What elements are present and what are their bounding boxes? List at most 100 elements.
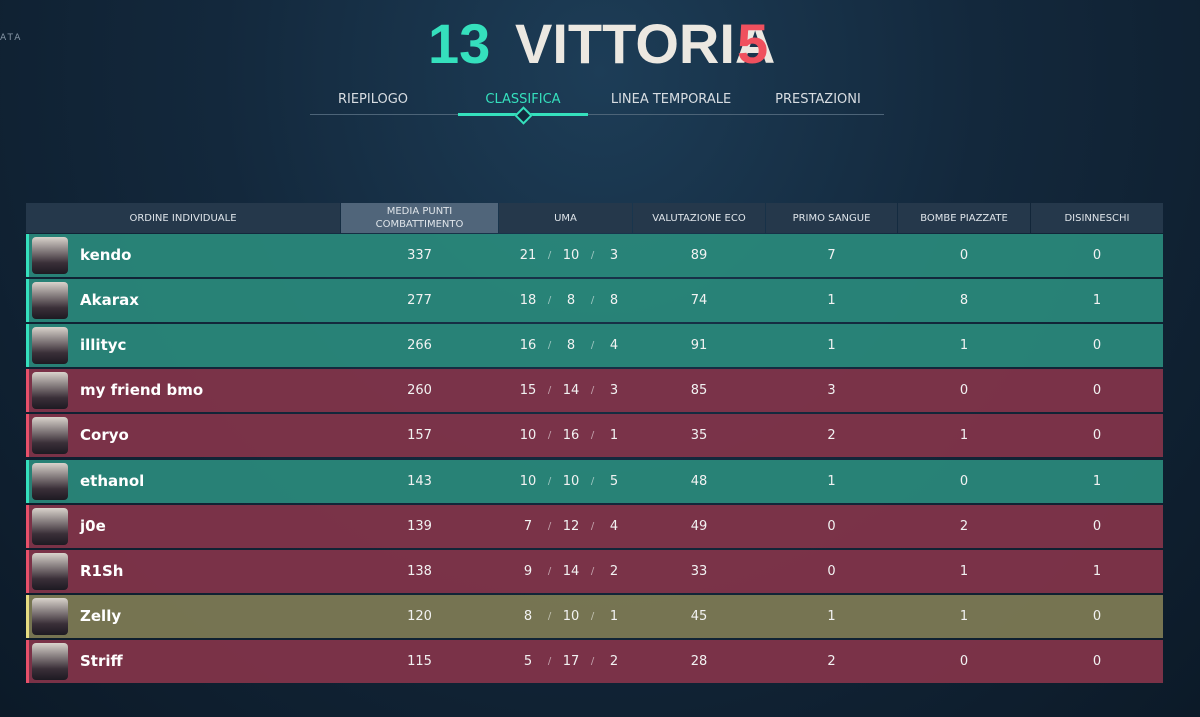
defuses: 0	[1092, 518, 1102, 534]
acs: 138	[407, 563, 432, 579]
kda-separator: /	[547, 430, 552, 442]
kda-value: 4	[609, 338, 619, 354]
defuses: 0	[1092, 338, 1102, 354]
plants: 1	[959, 563, 969, 579]
defuses: 0	[1092, 653, 1102, 669]
column-header-text: UMA	[554, 212, 577, 224]
kda-separator: /	[547, 565, 552, 577]
kda-value: 8	[566, 293, 576, 309]
defuses: 0	[1092, 608, 1102, 624]
player-row	[26, 549, 1163, 593]
tab-rule	[310, 114, 884, 115]
player-name: Coryo	[80, 426, 129, 445]
player-row	[26, 234, 1163, 277]
eco-rating: 28	[690, 653, 708, 669]
kda-separator: /	[547, 385, 552, 397]
player-name: illityc	[80, 336, 127, 355]
kda-value: 10	[519, 428, 537, 444]
kda-value: 7	[523, 518, 533, 534]
kda-value: 4	[609, 518, 619, 534]
kda-separator: /	[590, 565, 595, 577]
score-left: 13	[428, 12, 491, 75]
agent-icon	[32, 462, 68, 500]
kda-value: 10	[562, 473, 580, 489]
kda-separator: /	[590, 655, 595, 667]
acs: 120	[407, 608, 432, 624]
tab[interactable]: RIEPILOGO	[337, 92, 409, 107]
kda-separator: /	[590, 610, 595, 622]
row-accent	[26, 504, 29, 548]
first-blood: 0	[827, 518, 836, 534]
first-blood: 1	[827, 473, 836, 489]
kda-value: 17	[562, 653, 580, 669]
kda-value: 1	[609, 608, 619, 624]
kda-value: 15	[519, 383, 537, 399]
kda-separator: /	[590, 385, 595, 397]
acs: 337	[407, 248, 432, 263]
plants: 1	[959, 338, 969, 354]
kda-value: 10	[519, 473, 537, 489]
column-header-text: MEDIA PUNTI	[386, 206, 453, 217]
eco-rating: 33	[690, 563, 708, 579]
player-name: my friend bmo	[80, 381, 204, 400]
acs: 277	[407, 293, 432, 309]
tab[interactable]: LINEA TEMPORALE	[610, 92, 732, 107]
tab[interactable]: PRESTAZIONI	[775, 92, 861, 107]
eco-rating: 45	[690, 608, 708, 624]
kda-separator: /	[590, 475, 595, 487]
plants: 0	[959, 383, 969, 399]
kda-separator: /	[547, 610, 552, 622]
player-row	[26, 594, 1163, 638]
kda-value: 14	[562, 563, 580, 579]
column-header-text: DISINNESCHI	[1064, 212, 1130, 224]
acs: 157	[407, 428, 432, 444]
row-accent	[26, 279, 29, 323]
eco-rating: 74	[690, 293, 708, 309]
column-header-text: ORDINE INDIVIDUALE	[129, 212, 237, 224]
player-row	[26, 324, 1163, 368]
score-right: 5	[737, 12, 769, 75]
kda-value: 12	[562, 518, 580, 534]
tab[interactable]: CLASSIFICA	[485, 92, 561, 107]
eco-rating: 35	[690, 428, 708, 444]
corner-text: ATA	[0, 33, 23, 43]
column-header-text: PRIMO SANGUE	[792, 212, 871, 224]
kda-value: 2	[609, 563, 619, 579]
plants: 8	[959, 293, 969, 309]
column-header: MEDIA PUNTI COMBATTIMENTO	[341, 203, 498, 233]
player-row	[26, 504, 1163, 548]
player-name: j0e	[80, 516, 106, 535]
column-header: VALUTAZIONE ECO	[633, 203, 765, 233]
eco-rating: 85	[690, 383, 708, 399]
player-row	[26, 369, 1163, 413]
player-name: kendo	[80, 246, 132, 264]
column-header: UMA	[499, 203, 632, 233]
tab-marker	[514, 106, 533, 125]
plants: 0	[959, 473, 969, 489]
agent-icon	[32, 597, 68, 635]
defuses: 1	[1092, 473, 1102, 489]
row-accent	[26, 459, 29, 503]
column-header-text: COMBATTIMENTO	[375, 219, 464, 230]
agent-icon	[32, 237, 68, 274]
column-header-text: BOMBE PIAZZATE	[920, 212, 1008, 224]
kda-separator: /	[547, 475, 552, 487]
plants: 1	[959, 608, 969, 624]
player-row	[26, 279, 1163, 323]
row-accent	[26, 234, 29, 277]
kda-value: 3	[609, 383, 619, 399]
defuses: 0	[1092, 428, 1102, 444]
row-accent	[26, 369, 29, 413]
kda-value: 8	[566, 338, 576, 354]
kda-value: 10	[562, 608, 580, 624]
agent-icon	[32, 327, 68, 365]
first-blood: 1	[827, 293, 836, 309]
eco-rating: 91	[690, 338, 708, 354]
kda-separator: /	[590, 520, 595, 532]
column-header: PRIMO SANGUE	[766, 203, 897, 233]
agent-icon	[32, 642, 68, 680]
player-name: Akarax	[80, 291, 139, 310]
kda-separator: /	[547, 295, 552, 307]
column-header: ORDINE INDIVIDUALE	[26, 203, 340, 233]
